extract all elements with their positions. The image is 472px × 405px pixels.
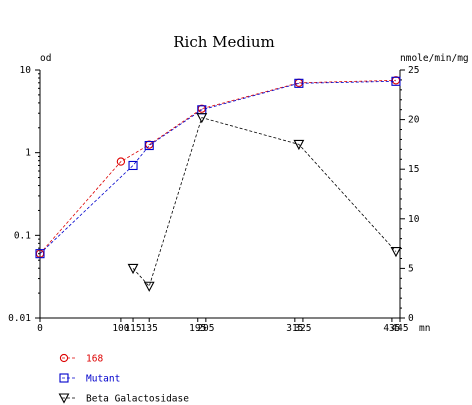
y2-tick-label: 15: [408, 164, 419, 175]
x-tick-label: 0: [37, 323, 43, 334]
y-axis-label: od: [40, 53, 51, 64]
legend-label: 168: [86, 354, 103, 365]
legend-item: Beta Galactosidase: [58, 393, 189, 405]
legend-label: Beta Galactosidase: [86, 394, 189, 405]
series-line: [39, 79, 396, 254]
x-tick-label: 315: [286, 323, 303, 334]
data-point: [293, 139, 305, 151]
series-line: [132, 117, 397, 288]
data-point: [127, 263, 139, 275]
x-tick-label: 325: [294, 323, 311, 334]
data-point: [35, 249, 45, 259]
y2-axis-label: nmole/min/mg: [400, 53, 469, 64]
y-tick-label: 1: [25, 148, 31, 159]
x-tick-label: 115: [124, 323, 141, 334]
series-beta-galactosidase: [127, 113, 402, 292]
axes: [39, 70, 401, 319]
x-tick-label: 205: [197, 323, 214, 334]
data-point: [391, 76, 401, 86]
data-point: [59, 373, 69, 383]
y2-tick-label: 5: [408, 263, 414, 274]
data-point: [390, 246, 402, 258]
series-line: [39, 80, 396, 254]
y2-tick-label: 20: [408, 115, 420, 126]
x-tick-label: 135: [141, 323, 158, 334]
legend-label: Mutant: [86, 374, 120, 385]
x-tick-label: 195: [189, 323, 206, 334]
x-tick-label: 445: [391, 323, 408, 334]
data-point: [128, 160, 138, 171]
legend-item: 168: [59, 353, 103, 365]
data-point: [144, 140, 154, 151]
y2-tick-label: 25: [408, 65, 419, 76]
y-tick-label: 0.01: [8, 313, 31, 324]
data-point: [116, 157, 126, 166]
y-tick-label: 10: [20, 65, 32, 76]
series-layer: [35, 76, 402, 292]
data-point: [196, 113, 208, 124]
data-point: [143, 281, 155, 292]
data-point: [59, 353, 69, 363]
chart-title: Rich Medium: [173, 33, 274, 51]
legend: 168 Mutant Beta Galactosidase: [58, 353, 189, 405]
y2-tick-label: 0: [408, 313, 414, 324]
series-168: [35, 76, 401, 258]
x-axis-unit: mn: [419, 323, 430, 334]
x-tick-label: 435: [383, 323, 400, 334]
x-tick-label: 100: [112, 323, 129, 334]
y2-tick-label: 10: [408, 214, 420, 225]
legend-item: Mutant: [59, 373, 120, 385]
data-point: [58, 393, 70, 404]
y-tick-label: 0.1: [14, 230, 31, 241]
data-point: [294, 78, 304, 88]
